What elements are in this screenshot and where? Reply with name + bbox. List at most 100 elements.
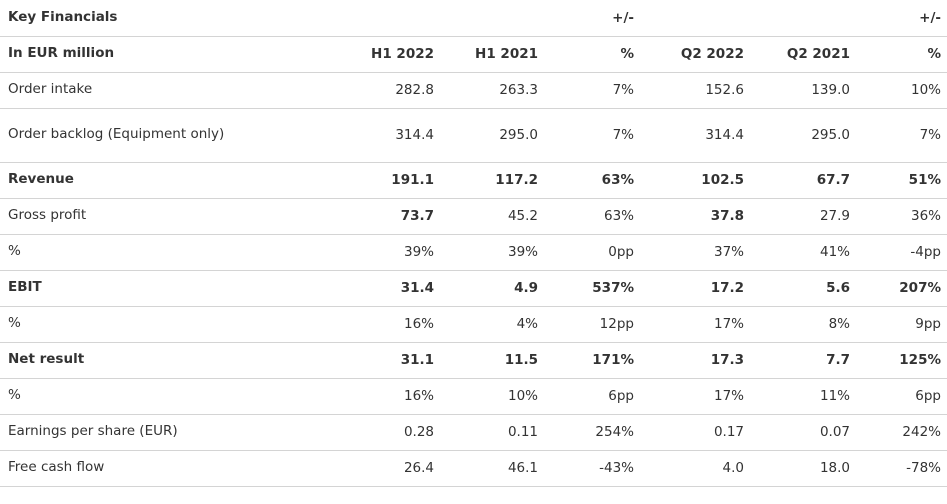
column-header-h1-change: %: [620, 46, 634, 62]
table-cell: 7%: [612, 82, 634, 98]
table-cell: 102.5: [701, 172, 744, 188]
table-cell: 51%: [908, 172, 941, 188]
row-label: EBIT: [8, 279, 42, 296]
table-cell: 139.0: [811, 82, 850, 98]
table-cell: 36%: [910, 208, 941, 224]
table-cell: 7%: [919, 127, 941, 143]
table-cell: 17.2: [710, 280, 744, 296]
table-cell: 9pp: [915, 316, 941, 332]
row-label: Free cash flow: [8, 459, 105, 476]
table-cell: 295.0: [499, 127, 538, 143]
table-cell: 27.9: [819, 208, 850, 224]
table-cell: 16%: [403, 388, 434, 404]
table-cell: 537%: [592, 280, 634, 296]
column-header-q2-2022: Q2 2022: [680, 46, 744, 62]
table-cell: 31.1: [400, 352, 434, 368]
table-row: EBIT 31.4 4.9 537% 17.2 5.6 207%: [0, 270, 947, 306]
table-cell: -78%: [906, 460, 941, 476]
key-financials-table: Key Financials +/- +/- In EUR million H1…: [0, 0, 947, 486]
table-cell: 45.2: [507, 208, 538, 224]
table-row: Net result 31.1 11.5 171% 17.3 7.7 125%: [0, 342, 947, 378]
column-header-h1-2021: H1 2021: [475, 46, 538, 62]
table-cell: 191.1: [391, 172, 434, 188]
table-row: Earnings per share (EUR) 0.28 0.11 254% …: [0, 414, 947, 450]
title-row: Key Financials +/- +/-: [0, 0, 947, 36]
table-cell: 117.2: [495, 172, 538, 188]
table-cell: 37%: [713, 244, 744, 260]
table-cell: 12pp: [599, 316, 634, 332]
table-row: % 39% 39% 0pp 37% 41% -4pp: [0, 234, 947, 270]
change-label-half-year: +/-: [612, 9, 634, 26]
table-cell: 17.3: [710, 352, 744, 368]
table-title: Key Financials: [8, 8, 118, 25]
row-label: %: [8, 315, 21, 332]
table-cell: 263.3: [499, 82, 538, 98]
table-cell: 152.6: [705, 82, 744, 98]
table-cell: 295.0: [811, 127, 850, 143]
row-label: Order backlog (Equipment only): [8, 126, 225, 143]
table-cell: 4.9: [514, 280, 538, 296]
table-cell: 0.17: [713, 424, 744, 440]
table-cell: 5.6: [826, 280, 850, 296]
change-label-quarter: +/-: [919, 9, 941, 26]
table-cell: 10%: [910, 82, 941, 98]
table-cell: 314.4: [395, 127, 434, 143]
table-cell: 171%: [592, 352, 634, 368]
table-cell: 314.4: [705, 127, 744, 143]
table-cell: 39%: [507, 244, 538, 260]
table-cell: 63%: [601, 172, 634, 188]
row-label: Net result: [8, 351, 85, 368]
table-cell: 41%: [819, 244, 850, 260]
table-cell: 73.7: [400, 208, 434, 224]
table-cell: 11.5: [504, 352, 538, 368]
row-label: Order intake: [8, 81, 93, 98]
table-cell: 0.07: [819, 424, 850, 440]
table-cell: 63%: [603, 208, 634, 224]
table-row: Order backlog (Equipment only) 314.4 295…: [0, 108, 947, 162]
table-cell: 0pp: [608, 244, 634, 260]
table-row: % 16% 4% 12pp 17% 8% 9pp: [0, 306, 947, 342]
table-cell: 7%: [612, 127, 634, 143]
table-cell: 6pp: [915, 388, 941, 404]
table-cell: 125%: [899, 352, 941, 368]
table-cell: 31.4: [400, 280, 434, 296]
table-cell: 39%: [403, 244, 434, 260]
row-label: Earnings per share (EUR): [8, 423, 178, 440]
table-cell: 67.7: [816, 172, 850, 188]
column-header-unit: In EUR million: [8, 45, 115, 62]
table-cell: 17%: [713, 316, 744, 332]
table-cell: 4%: [516, 316, 538, 332]
table-cell: 4.0: [722, 460, 744, 476]
row-label: %: [8, 387, 21, 404]
table-cell: 282.8: [395, 82, 434, 98]
row-label: Gross profit: [8, 207, 87, 224]
column-header-q2-2021: Q2 2021: [786, 46, 850, 62]
table-cell: 254%: [595, 424, 634, 440]
column-header-q2-change: %: [927, 46, 941, 62]
table-row: Free cash flow 26.4 46.1 -43% 4.0 18.0 -…: [0, 450, 947, 486]
table-cell: 207%: [899, 280, 941, 296]
table-cell: 8%: [828, 316, 850, 332]
table-cell: 0.11: [507, 424, 538, 440]
table-cell: 16%: [403, 316, 434, 332]
table-cell: 46.1: [507, 460, 538, 476]
table-cell: 6pp: [608, 388, 634, 404]
table-cell: 17%: [713, 388, 744, 404]
table-cell: 26.4: [403, 460, 434, 476]
table-cell: 37.8: [710, 208, 744, 224]
table-row: % 16% 10% 6pp 17% 11% 6pp: [0, 378, 947, 414]
table-cell: 7.7: [826, 352, 850, 368]
table-cell: 242%: [902, 424, 941, 440]
table-cell: 0.28: [403, 424, 434, 440]
table-cell: 18.0: [819, 460, 850, 476]
column-header-row: In EUR million H1 2022 H1 2021 % Q2 2022…: [0, 36, 947, 72]
table-row: Gross profit 73.7 45.2 63% 37.8 27.9 36%: [0, 198, 947, 234]
table-row: Order intake 282.8 263.3 7% 152.6 139.0 …: [0, 72, 947, 108]
table-cell: -43%: [599, 460, 634, 476]
row-label: Revenue: [8, 171, 74, 188]
table-row: Revenue 191.1 117.2 63% 102.5 67.7 51%: [0, 162, 947, 198]
table-cell: 10%: [507, 388, 538, 404]
row-label: %: [8, 243, 21, 260]
table-cell: 11%: [819, 388, 850, 404]
column-header-h1-2022: H1 2022: [371, 46, 434, 62]
